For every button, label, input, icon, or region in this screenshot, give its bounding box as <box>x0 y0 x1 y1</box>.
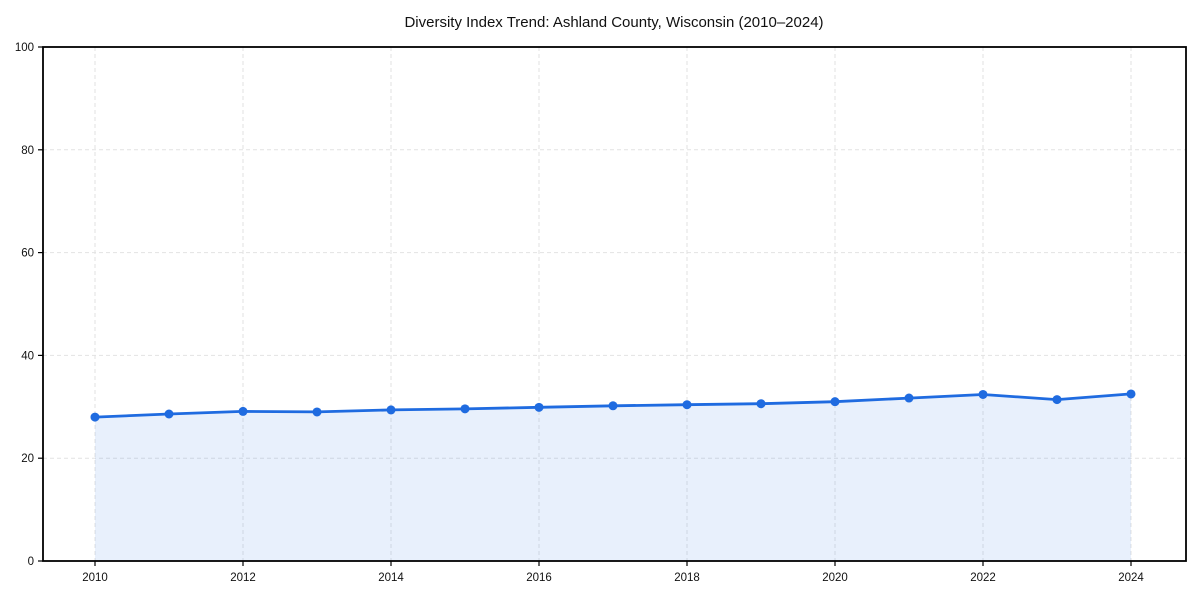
tick-labels-layer: 2010 2012 2014 2016 2018 2020 2022 2024 0 20 40 60 8… <box>15 42 1145 584</box>
data-point <box>830 397 840 407</box>
data-point <box>460 404 470 414</box>
data-point <box>90 412 100 422</box>
x-tick-label: 2022 <box>970 572 996 584</box>
y-tick-label: 80 <box>21 145 34 157</box>
data-point <box>904 393 914 403</box>
y-tick-label: 20 <box>21 453 34 465</box>
data-points-layer <box>90 389 1136 422</box>
x-tick-label: 2012 <box>230 572 256 584</box>
area-fill <box>95 393 1131 561</box>
data-point <box>682 400 692 410</box>
data-point <box>1126 389 1136 399</box>
x-tick-label: 2010 <box>82 572 108 584</box>
y-tick-label: 60 <box>21 248 34 260</box>
data-point <box>608 401 618 411</box>
gridlines <box>43 47 1186 561</box>
x-tick-label: 2014 <box>378 572 404 584</box>
data-point <box>1052 395 1062 405</box>
x-tick-label: 2018 <box>674 572 700 584</box>
x-tick-label: 2020 <box>822 572 848 584</box>
data-point <box>534 402 544 412</box>
y-tick-label: 40 <box>21 350 34 362</box>
data-point <box>312 407 322 417</box>
data-point <box>164 409 174 419</box>
data-point <box>756 399 766 409</box>
x-tick-label: 2024 <box>1118 572 1144 584</box>
x-tick-label: 2016 <box>526 572 552 584</box>
y-tick-label: 100 <box>15 42 34 54</box>
area-fill-layer <box>95 393 1131 561</box>
plot-border <box>42 46 1187 562</box>
y-tick-label: 0 <box>28 556 34 568</box>
data-point <box>978 389 988 399</box>
data-point <box>386 405 396 415</box>
axes-layer <box>38 46 1187 566</box>
data-point <box>238 406 248 416</box>
chart-title: Diversity Index Trend: Ashland County, W… <box>404 14 823 31</box>
